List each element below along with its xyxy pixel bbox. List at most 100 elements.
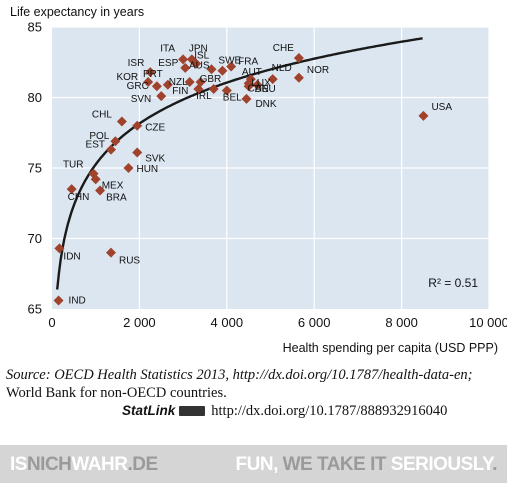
point-dnk <box>241 93 252 104</box>
point-chn <box>66 184 77 195</box>
point-label-jpn: JPN <box>189 43 208 54</box>
point-label-swe: SWE <box>218 56 241 67</box>
source-org: OECD Health Statistics 2013, <box>54 367 229 383</box>
point-label-tur: TUR <box>63 160 84 171</box>
point-label-usa: USA <box>431 102 452 113</box>
point-nld <box>267 74 278 85</box>
point-label-isl: ISL <box>194 51 209 62</box>
point-label-aus: AUS <box>189 60 210 71</box>
point-pol <box>110 136 121 147</box>
point-lux <box>252 79 263 90</box>
point-label-nor: NOR <box>307 65 329 76</box>
point-label-kor: KOR <box>116 72 138 83</box>
point-label-bel: BEL <box>223 92 242 103</box>
x-tick-label: 10 000 <box>469 315 507 330</box>
tagline-part-fun: FUN, <box>235 454 283 475</box>
point-ita <box>178 54 189 65</box>
point-label-cze: CZE <box>145 123 165 134</box>
point-label-can: CAN <box>248 83 269 94</box>
point-prt <box>162 79 173 90</box>
source-note: Source: OECD Health Statistics 2013, htt… <box>6 366 504 402</box>
point-label-hun: HUN <box>136 164 158 175</box>
point-label-prt: PRT <box>143 69 163 80</box>
point-label-gbr: GBR <box>200 74 222 85</box>
statlink-url[interactable]: http://dx.doi.org/10.1787/888932916040 <box>211 403 448 419</box>
point-label-aut: AUT <box>242 67 262 78</box>
tagline-part-we-take-it: WE TAKE IT <box>282 454 391 475</box>
x-tick-label: 2 000 <box>123 315 156 330</box>
point-label-mex: MEX <box>102 180 124 191</box>
brand-part-de: .DE <box>127 454 158 475</box>
y-tick-label: 70 <box>28 231 42 246</box>
point-fin <box>193 84 204 95</box>
point-label-idn: IDN <box>63 251 80 262</box>
point-label-grc: GRC <box>127 81 149 92</box>
y-tick-label: 80 <box>28 90 42 105</box>
point-chl <box>116 116 127 127</box>
point-nor <box>293 72 304 83</box>
point-swe <box>217 65 228 76</box>
point-isr <box>145 67 156 78</box>
point-esp <box>180 62 191 73</box>
point-label-dnk: DNK <box>255 99 276 110</box>
point-label-svn: SVN <box>131 94 152 105</box>
brand-part-nich: NICH <box>26 454 72 475</box>
point-cze <box>132 120 143 131</box>
source-line2: World Bank for non-OECD countries. <box>6 385 227 401</box>
y-axis-label: Life expectancy in years <box>10 5 144 19</box>
x-axis-label: Health spending per capita (USD PPP) <box>283 341 498 355</box>
x-tick-label: 0 <box>48 315 55 330</box>
point-grc <box>151 81 162 92</box>
x-tick-label: 6 000 <box>298 315 331 330</box>
site-brand[interactable]: ISNICHWAHR.DE <box>10 454 158 476</box>
x-tick-label: 8 000 <box>385 315 418 330</box>
point-label-esp: ESP <box>158 58 178 69</box>
source-url[interactable]: http://dx.doi.org/10.1787/health-data-en… <box>232 367 473 383</box>
point-bel <box>221 85 232 96</box>
statlink-badge-icon <box>179 406 206 417</box>
tagline-part-seriously: SERIOUSLY <box>390 454 493 475</box>
point-usa <box>418 110 429 121</box>
point-label-ita: ITA <box>160 43 175 54</box>
tagline-part-dot: . <box>492 454 497 475</box>
point-label-rus: RUS <box>119 256 140 267</box>
point-jpn <box>186 54 197 65</box>
brand-part-wahr: WAHR <box>71 454 128 475</box>
point-label-bra: BRA <box>106 193 127 204</box>
point-label-fra: FRA <box>238 56 258 67</box>
point-label-fin: FIN <box>172 86 188 97</box>
point-svn <box>156 91 167 102</box>
grid <box>52 26 490 309</box>
point-kor <box>143 76 154 87</box>
point-label-est: EST <box>86 140 105 151</box>
y-tick-label: 65 <box>28 302 42 317</box>
x-axis-ticks: 0 2 000 4 000 6 000 8 000 10 000 <box>48 315 507 330</box>
data-points <box>53 53 429 306</box>
point-irl <box>208 84 219 95</box>
x-tick-label: 4 000 <box>211 315 244 330</box>
point-hun <box>123 163 134 173</box>
point-aus <box>206 64 217 75</box>
statlink-logo: StatLink <box>122 403 176 418</box>
point-svk <box>132 147 143 158</box>
point-label-che: CHE <box>273 43 294 54</box>
point-nzl <box>184 76 195 87</box>
statlink: StatLink http://dx.doi.org/10.1787/888932… <box>122 403 447 420</box>
brand-part-is: IS <box>10 454 27 475</box>
y-tick-label: 75 <box>28 161 42 176</box>
site-tagline: FUN, WE TAKE IT SERIOUSLY. <box>235 454 498 476</box>
point-label-nld: NLD <box>272 63 292 74</box>
point-label-pol: POL <box>89 131 109 142</box>
point-mex <box>90 174 101 185</box>
point-label-deu: DEU <box>255 84 276 95</box>
point-label-ind: IND <box>69 296 86 307</box>
point-label-lux: LUX <box>251 78 271 89</box>
point-label-svk: SVK <box>145 153 165 164</box>
point-ind <box>53 295 64 306</box>
point-bra <box>95 185 106 196</box>
point-label-chl: CHL <box>92 109 112 120</box>
y-axis-ticks: 65 70 75 80 85 <box>28 20 42 317</box>
r-squared-annotation: R² = 0.51 <box>428 276 478 290</box>
point-label-nzl: NZL <box>169 77 188 88</box>
